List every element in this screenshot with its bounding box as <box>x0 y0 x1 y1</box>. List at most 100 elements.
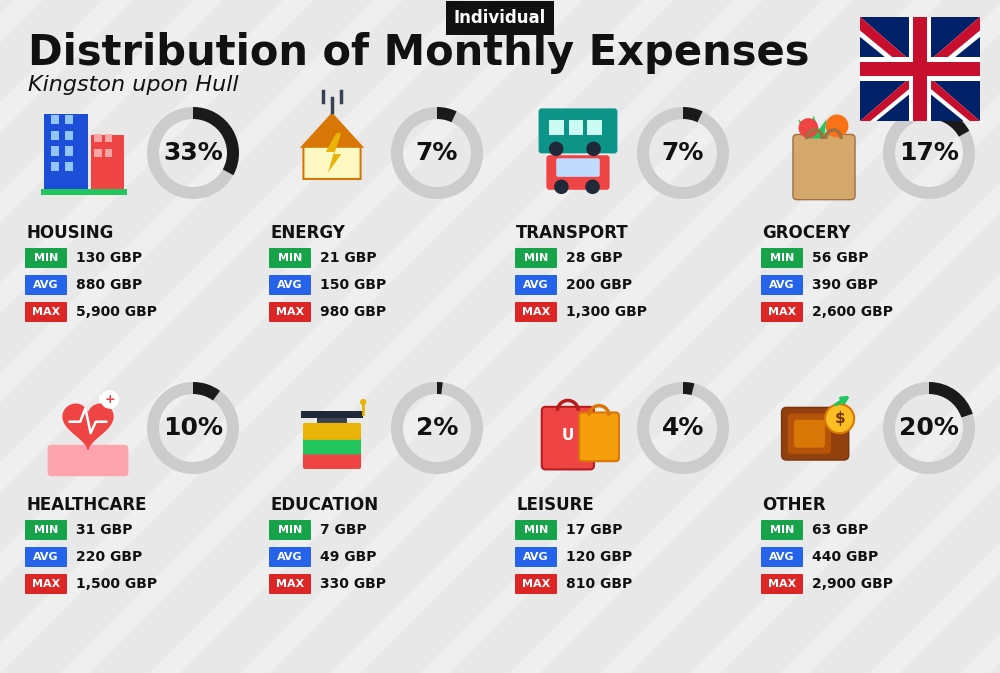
Text: 440 GBP: 440 GBP <box>812 550 878 564</box>
Text: AVG: AVG <box>277 552 303 562</box>
Bar <box>103 392 112 406</box>
Text: MAX: MAX <box>32 579 60 589</box>
Polygon shape <box>720 0 1000 673</box>
Text: 56 GBP: 56 GBP <box>812 251 868 265</box>
Text: 120 GBP: 120 GBP <box>566 550 632 564</box>
FancyBboxPatch shape <box>556 158 600 177</box>
Polygon shape <box>270 0 1000 673</box>
Circle shape <box>585 180 600 194</box>
Text: 150 GBP: 150 GBP <box>320 278 386 292</box>
Text: 2,600 GBP: 2,600 GBP <box>812 305 893 319</box>
Text: 63 GBP: 63 GBP <box>812 523 868 537</box>
Bar <box>99 395 116 402</box>
Circle shape <box>799 118 818 138</box>
FancyBboxPatch shape <box>761 574 803 594</box>
Text: $: $ <box>834 411 845 426</box>
Text: MAX: MAX <box>768 307 796 317</box>
Text: 28 GBP: 28 GBP <box>566 251 623 265</box>
Bar <box>65 146 73 155</box>
Bar <box>909 17 931 121</box>
Wedge shape <box>883 107 975 199</box>
Text: 1,300 GBP: 1,300 GBP <box>566 305 647 319</box>
Wedge shape <box>391 107 483 199</box>
Text: MAX: MAX <box>276 579 304 589</box>
Wedge shape <box>637 107 729 199</box>
Bar <box>65 131 73 140</box>
Circle shape <box>554 180 569 194</box>
Wedge shape <box>683 107 703 122</box>
FancyBboxPatch shape <box>761 275 803 295</box>
Text: U: U <box>561 428 574 444</box>
Text: 49 GBP: 49 GBP <box>320 550 376 564</box>
Text: Distribution of Monthly Expenses: Distribution of Monthly Expenses <box>28 32 810 74</box>
Bar <box>105 134 112 141</box>
Text: 390 GBP: 390 GBP <box>812 278 878 292</box>
FancyBboxPatch shape <box>269 275 311 295</box>
FancyBboxPatch shape <box>303 437 361 454</box>
Polygon shape <box>798 116 827 139</box>
Bar <box>65 115 73 125</box>
Wedge shape <box>437 382 443 394</box>
Text: 7%: 7% <box>662 141 704 165</box>
Polygon shape <box>900 0 1000 673</box>
Text: MIN: MIN <box>770 525 794 535</box>
Text: AVG: AVG <box>277 280 303 290</box>
FancyBboxPatch shape <box>761 547 803 567</box>
Circle shape <box>825 404 854 433</box>
Bar <box>94 134 102 141</box>
Bar <box>91 135 124 192</box>
Polygon shape <box>0 0 60 673</box>
Text: ENERGY: ENERGY <box>270 224 345 242</box>
Polygon shape <box>0 0 690 673</box>
FancyBboxPatch shape <box>269 574 311 594</box>
Text: Kingston upon Hull: Kingston upon Hull <box>28 75 239 95</box>
Text: MAX: MAX <box>32 307 60 317</box>
Text: 2%: 2% <box>416 416 458 440</box>
Text: MIN: MIN <box>524 253 548 263</box>
Bar <box>94 149 102 157</box>
Polygon shape <box>0 0 960 673</box>
FancyBboxPatch shape <box>761 302 803 322</box>
Bar <box>587 120 602 135</box>
Text: 2,900 GBP: 2,900 GBP <box>812 577 893 591</box>
Bar <box>51 146 59 155</box>
FancyBboxPatch shape <box>794 420 825 448</box>
Text: MIN: MIN <box>524 525 548 535</box>
Text: AVG: AVG <box>33 552 59 562</box>
Text: 21 GBP: 21 GBP <box>320 251 377 265</box>
Bar <box>317 415 347 423</box>
Text: MAX: MAX <box>522 579 550 589</box>
Text: OTHER: OTHER <box>762 496 826 514</box>
Bar <box>51 131 59 140</box>
FancyBboxPatch shape <box>793 135 855 200</box>
FancyBboxPatch shape <box>25 275 67 295</box>
Text: LEISURE: LEISURE <box>516 496 594 514</box>
Bar <box>103 392 112 406</box>
Text: MIN: MIN <box>278 253 302 263</box>
Polygon shape <box>63 404 113 450</box>
FancyBboxPatch shape <box>269 248 311 268</box>
FancyBboxPatch shape <box>761 520 803 540</box>
Text: 33%: 33% <box>163 141 223 165</box>
Wedge shape <box>683 382 694 395</box>
Bar <box>44 114 88 192</box>
Text: +: + <box>105 393 115 406</box>
Text: MAX: MAX <box>276 307 304 317</box>
FancyBboxPatch shape <box>515 520 557 540</box>
FancyBboxPatch shape <box>269 302 311 322</box>
Text: 980 GBP: 980 GBP <box>320 305 386 319</box>
Text: AVG: AVG <box>523 552 549 562</box>
FancyBboxPatch shape <box>25 574 67 594</box>
FancyBboxPatch shape <box>48 445 128 476</box>
FancyBboxPatch shape <box>303 452 361 469</box>
Wedge shape <box>193 107 239 175</box>
Text: MIN: MIN <box>34 253 58 263</box>
FancyBboxPatch shape <box>788 414 831 454</box>
Polygon shape <box>860 17 980 121</box>
FancyBboxPatch shape <box>761 248 803 268</box>
Bar <box>301 411 363 418</box>
Text: AVG: AVG <box>523 280 549 290</box>
FancyBboxPatch shape <box>515 547 557 567</box>
Text: MIN: MIN <box>34 525 58 535</box>
Text: 5,900 GBP: 5,900 GBP <box>76 305 157 319</box>
